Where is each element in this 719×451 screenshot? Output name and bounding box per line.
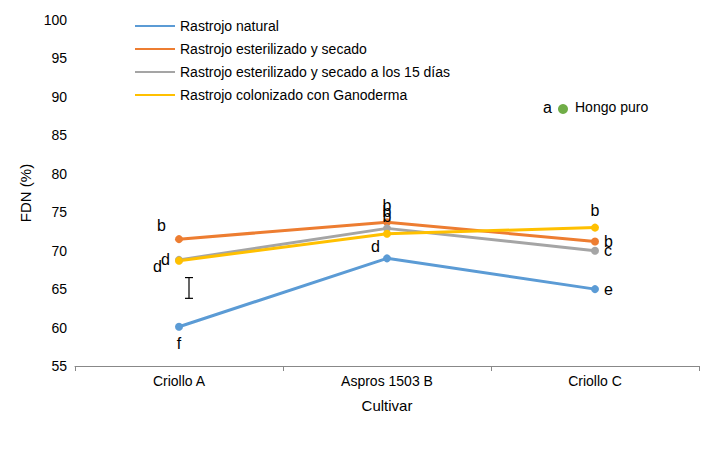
svg-text:b: b [591, 202, 600, 219]
svg-text:d: d [371, 238, 380, 255]
svg-text:e: e [604, 281, 613, 298]
svg-text:80: 80 [51, 166, 67, 182]
svg-text:Criollo C: Criollo C [568, 373, 622, 389]
svg-text:FDN (%): FDN (%) [17, 164, 34, 222]
svg-text:65: 65 [51, 281, 67, 297]
svg-text:Criollo A: Criollo A [153, 373, 206, 389]
svg-text:70: 70 [51, 243, 67, 259]
svg-text:d: d [153, 258, 162, 275]
svg-text:Rastrojo natural: Rastrojo natural [180, 18, 279, 34]
svg-text:Hongo puro: Hongo puro [575, 99, 648, 115]
svg-text:100: 100 [44, 12, 68, 28]
svg-text:90: 90 [51, 89, 67, 105]
svg-text:Cultivar: Cultivar [362, 397, 413, 414]
svg-text:55: 55 [51, 358, 67, 374]
svg-text:60: 60 [51, 320, 67, 336]
svg-text:75: 75 [51, 204, 67, 220]
svg-text:a: a [543, 99, 552, 116]
svg-text:85: 85 [51, 127, 67, 143]
svg-text:Rastrojo esterilizado y secado: Rastrojo esterilizado y secado a los 15 … [180, 64, 450, 80]
svg-text:Rastrojo colonizado con Ganode: Rastrojo colonizado con Ganoderma [180, 87, 407, 103]
svg-text:c: c [604, 242, 612, 259]
svg-text:f: f [177, 335, 182, 352]
svg-text:Rastrojo esterilizado y secado: Rastrojo esterilizado y secado [180, 41, 367, 57]
svg-text:b: b [157, 217, 166, 234]
svg-text:b: b [383, 208, 392, 225]
svg-text:95: 95 [51, 50, 67, 66]
svg-text:Aspros 1503 B: Aspros 1503 B [341, 373, 433, 389]
svg-text:d: d [161, 251, 170, 268]
